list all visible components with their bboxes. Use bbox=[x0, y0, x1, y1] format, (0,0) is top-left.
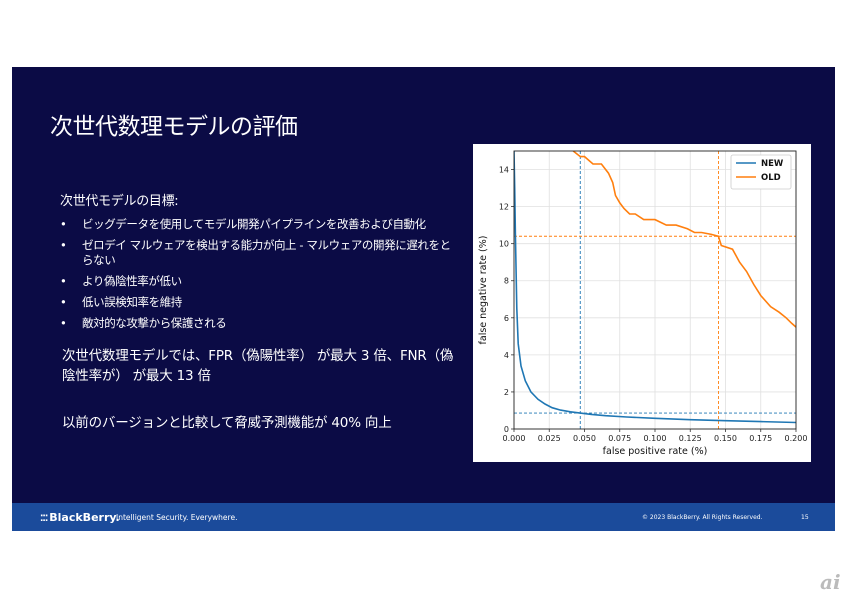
y-axis-label: false negative rate (%) bbox=[478, 236, 489, 345]
blackberry-mark-icon: ⁚⁚⁚ bbox=[40, 514, 48, 524]
y-tick-label: 8 bbox=[504, 277, 509, 286]
x-tick-label: 0.100 bbox=[644, 434, 667, 443]
goals-list: ビッグデータを使用してモデル開発パイプラインを改善および自動化 ゼロデイ マルウ… bbox=[60, 217, 460, 331]
y-tick-label: 4 bbox=[504, 351, 509, 360]
page-number: 15 bbox=[801, 514, 809, 521]
x-tick-label: 0.150 bbox=[714, 434, 737, 443]
x-tick-label: 0.125 bbox=[679, 434, 702, 443]
legend-label-new: NEW bbox=[761, 159, 784, 169]
x-tick-label: 0.050 bbox=[573, 434, 596, 443]
x-tick-label: 0.175 bbox=[749, 434, 772, 443]
copyright: © 2023 BlackBerry. All Rights Reserved. bbox=[642, 514, 763, 521]
goal-bullet: ビッグデータを使用してモデル開発パイプラインを改善および自動化 bbox=[60, 217, 460, 232]
chart-svg: 0.000 0.025 0.050 0.075 0.100 0.125 0.150 0.175… bbox=[478, 150, 808, 457]
series-line-new bbox=[514, 151, 796, 424]
blackberry-logo: ⁚⁚⁚ BlackBerry. bbox=[40, 511, 120, 524]
x-tick-label: 0.000 bbox=[503, 434, 526, 443]
legend-label-old: OLD bbox=[761, 173, 781, 183]
series-line-old bbox=[572, 151, 796, 328]
slide-title: 次世代数理モデルの評価 bbox=[50, 114, 298, 140]
y-tick-label: 12 bbox=[499, 203, 509, 212]
watermark-logo: ai bbox=[820, 570, 841, 594]
slide: 次世代数理モデルの評価 次世代モデルの目標: ビッグデータを使用してモデル開発パ… bbox=[12, 67, 835, 531]
goal-bullet: 低い誤検知率を維持 bbox=[60, 295, 460, 310]
plot-frame bbox=[513, 150, 797, 430]
x-axis-label: false positive rate (%) bbox=[603, 446, 708, 457]
x-tick-label: 0.025 bbox=[538, 434, 561, 443]
x-tick-label: 0.200 bbox=[785, 434, 808, 443]
goal-bullet: より偽陰性率が低い bbox=[60, 274, 460, 289]
x-tick-label: 0.075 bbox=[608, 434, 631, 443]
fpr-fnr-summary: 次世代数理モデルでは、FPR（偽陽性率） が最大 3 倍、FNR（偽陰性率が） … bbox=[62, 348, 454, 384]
y-tick-label: 14 bbox=[499, 166, 509, 175]
y-tick-label: 0 bbox=[504, 425, 509, 434]
improvement-summary: 以前のバージョンと比較して脅威予測機能が 40% 向上 bbox=[62, 415, 392, 431]
goals-section: 次世代モデルの目標: ビッグデータを使用してモデル開発パイプラインを改善および自… bbox=[60, 190, 460, 337]
footer-bar: ⁚⁚⁚ BlackBerry. Intelligent Security. Eve… bbox=[12, 503, 835, 531]
brand-name: BlackBerry. bbox=[49, 511, 120, 524]
goals-heading: 次世代モデルの目標: bbox=[60, 194, 179, 209]
goal-bullet: 敵対的な攻撃から保護される bbox=[60, 316, 460, 331]
tagline: Intelligent Security. Everywhere. bbox=[116, 513, 238, 522]
y-tick-label: 10 bbox=[499, 240, 509, 249]
y-tick-label: 6 bbox=[504, 314, 509, 323]
goal-bullet: ゼロデイ マルウェアを検出する能力が向上 - マルウェアの開発に遅れをとらない bbox=[60, 238, 460, 268]
y-tick-label: 2 bbox=[504, 388, 509, 397]
roc-chart: 0.000 0.025 0.050 0.075 0.100 0.125 0.150 0.175… bbox=[473, 144, 811, 462]
